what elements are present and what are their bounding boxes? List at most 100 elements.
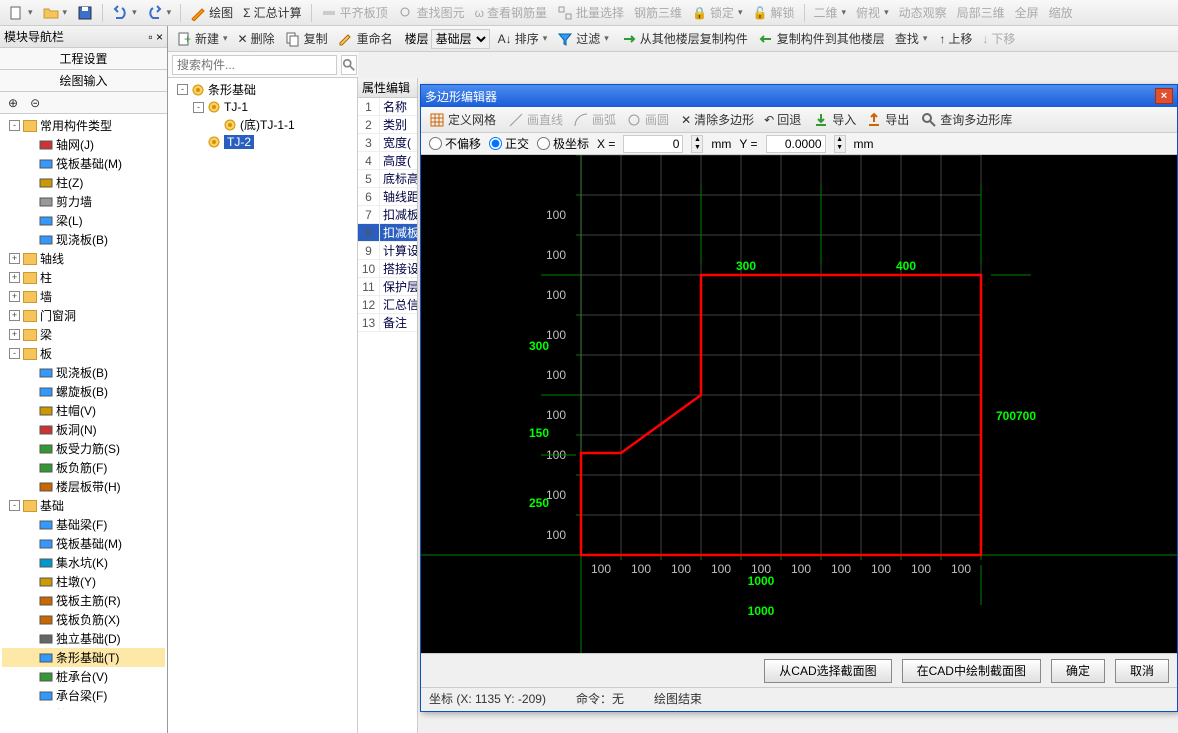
- tree-node[interactable]: 板洞(N): [2, 420, 165, 439]
- tree-node[interactable]: 筏板主筋(R): [2, 591, 165, 610]
- 2d-button[interactable]: 二维▾: [810, 2, 851, 23]
- draw-circle-button[interactable]: 画圆: [622, 109, 673, 130]
- tree-expander[interactable]: +: [9, 310, 20, 321]
- export-button[interactable]: 导出: [862, 109, 913, 130]
- tree-node[interactable]: 基础梁(F): [2, 515, 165, 534]
- tree-node[interactable]: 筏板基础(M): [2, 534, 165, 553]
- tree-expander[interactable]: +: [9, 253, 20, 264]
- radio-no-offset[interactable]: 不偏移: [429, 135, 481, 152]
- x-spinner[interactable]: ▲▼: [691, 135, 703, 153]
- comp-tree-node[interactable]: TJ-2: [170, 134, 355, 150]
- redo-button[interactable]: ▾: [143, 3, 176, 23]
- sort-button[interactable]: A↓排序▾: [494, 28, 552, 49]
- flush-top-button[interactable]: 平齐板顶: [317, 2, 392, 23]
- draw-button[interactable]: 绘图: [186, 2, 237, 23]
- property-row[interactable]: 12汇总信: [358, 296, 417, 314]
- radio-ortho[interactable]: 正交: [489, 135, 529, 152]
- tree-node[interactable]: 柱帽(V): [2, 401, 165, 420]
- property-row[interactable]: 6轴线距: [358, 188, 417, 206]
- undo-poly-button[interactable]: ↶ 回退: [760, 109, 805, 130]
- tree-node[interactable]: +墙: [2, 287, 165, 306]
- move-down-button[interactable]: ↓下移: [978, 28, 1019, 49]
- query-poly-lib-button[interactable]: 查询多边形库: [917, 109, 1016, 130]
- property-row[interactable]: 1名称: [358, 98, 417, 116]
- tree-node[interactable]: +门窗洞: [2, 306, 165, 325]
- filter-button[interactable]: 过滤▾: [553, 28, 613, 49]
- comp-tree-node[interactable]: -条形基础: [170, 80, 355, 99]
- tree-node[interactable]: 柱(Z): [2, 173, 165, 192]
- zoom-button[interactable]: 缩放: [1045, 2, 1077, 23]
- tree-node[interactable]: 集水坑(K): [2, 553, 165, 572]
- component-type-tree[interactable]: -常用构件类型轴网(J)筏板基础(M)柱(Z)剪力墙梁(L)现浇板(B)+轴线+…: [0, 114, 167, 709]
- open-file-button[interactable]: ▾: [39, 3, 72, 23]
- find-elem-button[interactable]: 查找图元: [394, 2, 469, 23]
- sum-calc-button[interactable]: Σ 汇总计算: [239, 2, 305, 23]
- property-row[interactable]: 3宽度(: [358, 134, 417, 152]
- draw-arc-button[interactable]: 画弧: [569, 109, 620, 130]
- tab-project-settings[interactable]: 工程设置: [0, 48, 167, 70]
- rebar-3d-button[interactable]: 钢筋三维: [630, 2, 686, 23]
- tree-expander[interactable]: +: [9, 272, 20, 283]
- unlock-button[interactable]: 🔓解锁: [749, 2, 799, 23]
- comp-tree-node[interactable]: (底)TJ-1-1: [170, 115, 355, 134]
- ok-button[interactable]: 确定: [1051, 659, 1105, 683]
- tree-expander[interactable]: -: [193, 102, 204, 113]
- undo-button[interactable]: ▾: [108, 3, 141, 23]
- copy-to-floor-button[interactable]: 复制构件到其他楼层: [754, 28, 889, 49]
- tree-expander[interactable]: +: [9, 329, 20, 340]
- tree-node[interactable]: -板: [2, 344, 165, 363]
- new-comp-button[interactable]: +新建▾: [172, 28, 232, 49]
- tree-node[interactable]: 独立基础(D): [2, 629, 165, 648]
- local-3d-button[interactable]: 局部三维: [953, 2, 1009, 23]
- x-input[interactable]: [623, 135, 683, 153]
- tree-node[interactable]: 桩承台(V): [2, 667, 165, 686]
- draw-line-button[interactable]: 画直线: [504, 109, 567, 130]
- tree-expander[interactable]: -: [9, 500, 20, 511]
- dialog-close-button[interactable]: ×: [1155, 88, 1173, 104]
- copy-comp-button[interactable]: 复制: [281, 28, 332, 49]
- define-grid-button[interactable]: 定义网格: [425, 109, 500, 130]
- tab-draw-input[interactable]: 绘图输入: [0, 70, 167, 92]
- search-button[interactable]: [341, 55, 357, 75]
- import-button[interactable]: 导入: [809, 109, 860, 130]
- tree-node[interactable]: 板负筋(F): [2, 458, 165, 477]
- y-input[interactable]: [766, 135, 826, 153]
- lock-button[interactable]: 🔒锁定▾: [688, 2, 747, 23]
- comp-tree-node[interactable]: -TJ-1: [170, 99, 355, 115]
- save-button[interactable]: [73, 3, 97, 23]
- tree-expander[interactable]: -: [9, 348, 20, 359]
- delete-comp-button[interactable]: ✕ 删除: [234, 28, 279, 49]
- tree-node[interactable]: 梁(L): [2, 211, 165, 230]
- copy-from-floor-button[interactable]: 从其他楼层复制构件: [617, 28, 752, 49]
- tree-node[interactable]: 桩(U): [2, 705, 165, 709]
- draw-in-cad-button[interactable]: 在CAD中绘制截面图: [902, 659, 1041, 683]
- tree-node[interactable]: 板受力筋(S): [2, 439, 165, 458]
- property-row[interactable]: 8扣减板: [358, 224, 417, 242]
- tree-expander[interactable]: -: [9, 120, 20, 131]
- cancel-button[interactable]: 取消: [1115, 659, 1169, 683]
- radio-polar[interactable]: 极坐标: [537, 135, 589, 152]
- property-row[interactable]: 5底标高: [358, 170, 417, 188]
- component-instance-tree[interactable]: -条形基础-TJ-1(底)TJ-1-1TJ-2: [168, 78, 358, 733]
- batch-select-button[interactable]: 批量选择: [553, 2, 628, 23]
- property-row[interactable]: 9计算设: [358, 242, 417, 260]
- property-row[interactable]: 10搭接设: [358, 260, 417, 278]
- tree-node[interactable]: 筏板负筋(X): [2, 610, 165, 629]
- property-row[interactable]: 11保护层: [358, 278, 417, 296]
- tree-node[interactable]: 承台梁(F): [2, 686, 165, 705]
- property-row[interactable]: 13备注: [358, 314, 417, 332]
- tree-node[interactable]: 现浇板(B): [2, 230, 165, 249]
- select-from-cad-button[interactable]: 从CAD选择截面图: [764, 659, 891, 683]
- move-up-button[interactable]: ↑上移: [935, 28, 976, 49]
- tree-node[interactable]: -基础: [2, 496, 165, 515]
- view-rebar-button[interactable]: ω 查看钢筋量: [471, 2, 551, 23]
- top-view-button[interactable]: 俯视▾: [852, 2, 893, 23]
- tree-node[interactable]: 筏板基础(M): [2, 154, 165, 173]
- rename-comp-button[interactable]: 重命名: [334, 28, 397, 49]
- search-input[interactable]: [172, 55, 337, 75]
- tree-node[interactable]: 楼层板带(H): [2, 477, 165, 496]
- find-comp-button[interactable]: 查找▾: [891, 28, 932, 49]
- tree-expander[interactable]: +: [9, 291, 20, 302]
- tree-node[interactable]: +柱: [2, 268, 165, 287]
- tree-node[interactable]: 现浇板(B): [2, 363, 165, 382]
